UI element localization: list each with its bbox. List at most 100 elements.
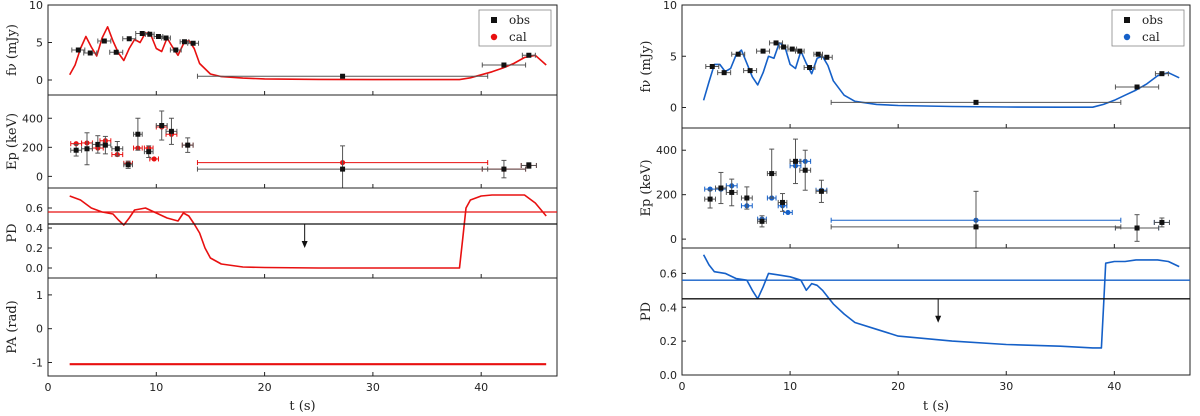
obs-point bbox=[340, 166, 346, 172]
obs-point bbox=[102, 142, 108, 148]
obs-point bbox=[526, 162, 532, 168]
panel-pd: 0.0 0.2 0.4 0.6 PD bbox=[5, 187, 558, 279]
obs-point bbox=[155, 34, 161, 39]
y-tick-label: 5 bbox=[36, 37, 43, 50]
obs-point bbox=[744, 195, 750, 201]
obs-point bbox=[718, 185, 724, 191]
panel-frame bbox=[681, 127, 1191, 249]
obs-point bbox=[1134, 84, 1140, 90]
obs-point bbox=[501, 62, 507, 68]
obs-point bbox=[824, 54, 830, 60]
y-tick-label: -1 bbox=[32, 356, 43, 369]
x-tick-label: 20 bbox=[258, 381, 272, 394]
panel-content bbox=[68, 26, 547, 81]
obs-point bbox=[147, 31, 153, 37]
y-tick-label: 10 bbox=[663, 0, 677, 12]
obs-point bbox=[73, 147, 79, 153]
obs-point bbox=[146, 149, 152, 155]
obs-point bbox=[126, 36, 132, 42]
y-tick-label: 1 bbox=[36, 289, 43, 302]
y-axis-label: PD bbox=[639, 302, 654, 321]
y-axis-label: fν (mJy) bbox=[5, 24, 20, 76]
obs-point bbox=[780, 199, 786, 205]
obs-point bbox=[769, 171, 775, 177]
obs-point bbox=[87, 50, 93, 56]
y-axis-label: PD bbox=[5, 223, 20, 242]
panel-flux: 0 5 10 fν (mJy) obs cal bbox=[5, 0, 558, 96]
legend-cal-label: cal bbox=[509, 30, 527, 44]
panel-content bbox=[48, 194, 557, 269]
cal-curve bbox=[69, 194, 547, 269]
y-tick-label: 200 bbox=[656, 189, 677, 202]
obs-point bbox=[113, 49, 119, 55]
obs-point bbox=[159, 123, 165, 129]
obs-point bbox=[815, 51, 821, 57]
obs-point bbox=[526, 52, 532, 58]
y-tick-label: 0.4 bbox=[660, 301, 678, 314]
obs-point bbox=[185, 142, 191, 148]
y-axis-label: Ep (keV) bbox=[5, 113, 20, 170]
panel-frame bbox=[681, 247, 1191, 376]
obs-point bbox=[773, 40, 779, 46]
x-tick-label: 10 bbox=[149, 381, 163, 394]
y-tick-label: 0 bbox=[670, 102, 677, 115]
obs-point bbox=[797, 48, 803, 54]
panel-frame bbox=[47, 187, 558, 279]
legend: obs cal bbox=[478, 9, 552, 47]
obs-point bbox=[781, 44, 787, 50]
obs-point bbox=[973, 99, 979, 105]
legend-box bbox=[478, 9, 552, 47]
x-tick-label: 40 bbox=[1107, 380, 1121, 393]
cal-point bbox=[151, 156, 157, 162]
obs-point bbox=[84, 146, 90, 152]
cal-curve bbox=[68, 26, 547, 81]
y-axis-label: fν (mJy) bbox=[639, 41, 654, 93]
obs-point bbox=[1159, 71, 1165, 77]
x-tick-label: 30 bbox=[366, 381, 380, 394]
obs-point bbox=[135, 131, 141, 137]
x-tick-label: 0 bbox=[45, 381, 52, 394]
obs-point bbox=[101, 38, 107, 44]
panel-frame bbox=[47, 277, 558, 377]
legend-cal-marker bbox=[1123, 33, 1131, 41]
legend-obs-label: obs bbox=[509, 13, 530, 27]
cal-point bbox=[73, 141, 79, 147]
obs-point bbox=[789, 46, 795, 52]
obs-point bbox=[807, 65, 813, 71]
y-tick-label: 10 bbox=[29, 0, 43, 12]
obs-point bbox=[735, 51, 741, 57]
legend-box bbox=[1111, 9, 1185, 47]
x-tick-label: 10 bbox=[783, 380, 797, 393]
panel-flux: 0 5 10 fν (mJy) obs cal bbox=[639, 0, 1191, 129]
obs-point bbox=[125, 162, 131, 168]
panel-pd: 0.0 0.2 0.4 0.6 PD 0 10 20 30 40 t (s) bbox=[639, 247, 1191, 414]
y-tick-label: 400 bbox=[22, 112, 43, 125]
y-tick-label: 0.2 bbox=[660, 335, 678, 348]
obs-point bbox=[501, 166, 507, 172]
obs-point bbox=[168, 128, 174, 134]
panel-content bbox=[702, 40, 1180, 108]
obs-point bbox=[1159, 219, 1165, 225]
obs-point bbox=[973, 224, 979, 230]
y-tick-label: 5 bbox=[670, 50, 677, 63]
y-axis-label: PA (rad) bbox=[5, 300, 20, 354]
obs-point bbox=[181, 39, 187, 45]
obs-point bbox=[747, 68, 753, 74]
cal-curve bbox=[702, 254, 1180, 349]
obs-point bbox=[721, 70, 727, 76]
y-tick-label: 0.6 bbox=[660, 267, 678, 280]
x-axis-label: t (s) bbox=[289, 399, 315, 414]
obs-point bbox=[340, 73, 346, 79]
x-axis-label: t (s) bbox=[923, 399, 949, 414]
x-tick-label: 40 bbox=[474, 381, 488, 394]
x-tick-label: 20 bbox=[891, 380, 905, 393]
obs-point bbox=[818, 188, 824, 194]
obs-point bbox=[95, 141, 101, 147]
legend: obs cal bbox=[1111, 9, 1185, 47]
y-tick-label: 0 bbox=[36, 74, 43, 87]
y-tick-label: 200 bbox=[22, 141, 43, 154]
